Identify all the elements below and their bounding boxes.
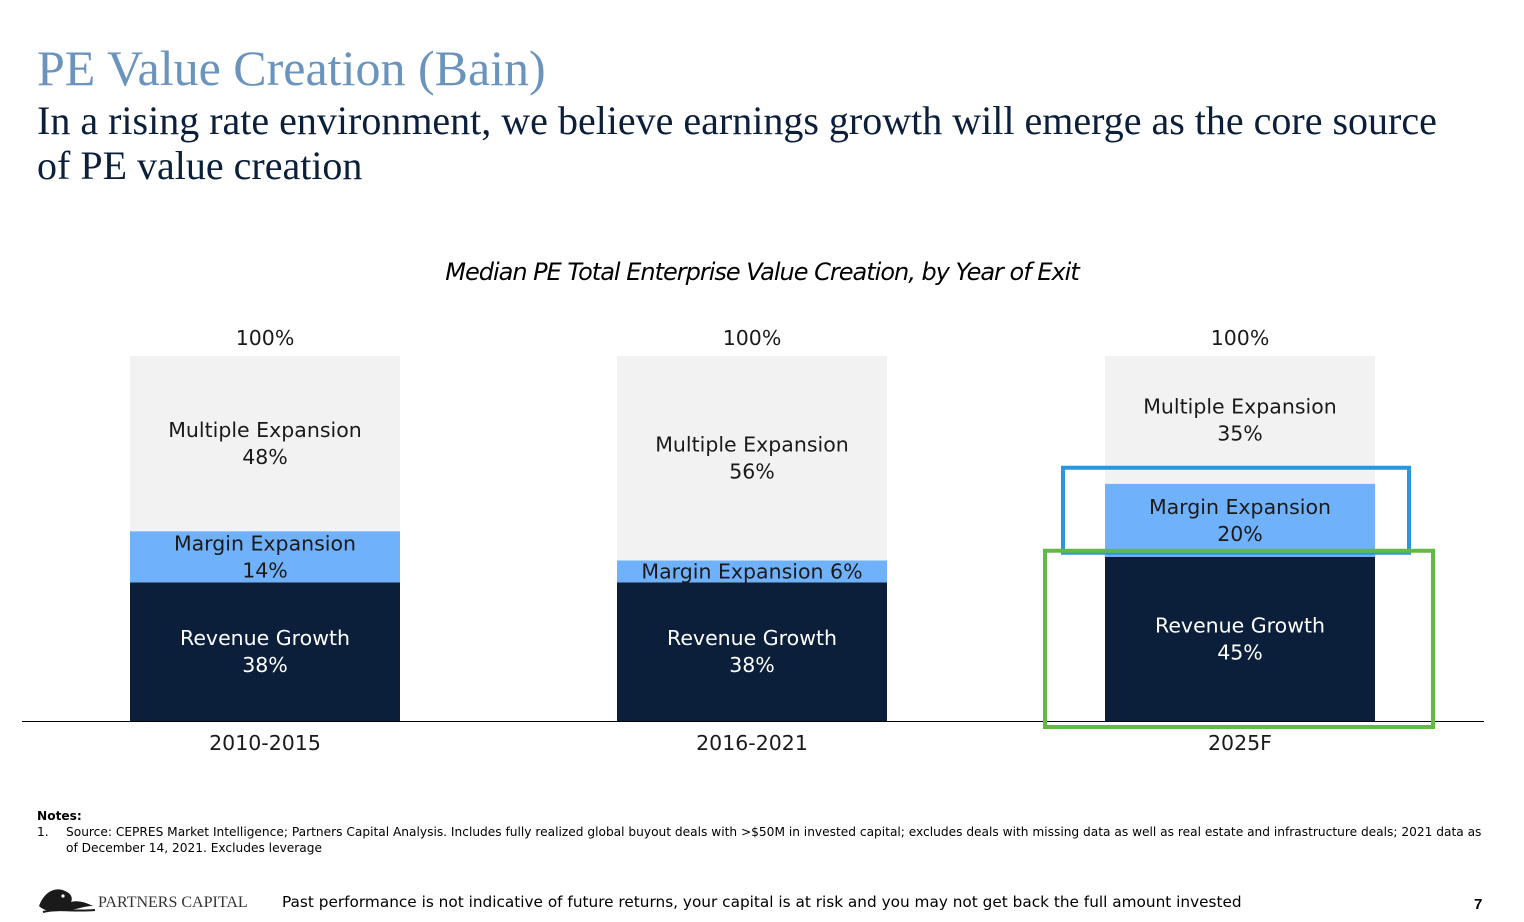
total-label: 100% [723, 326, 782, 350]
logo-text: PARTNERS CAPITAL [98, 894, 248, 911]
data-label: Revenue Growth 38% [667, 626, 837, 677]
disclaimer: Past performance is not indicative of fu… [282, 893, 1242, 911]
bar-segment-margin-expansion [1105, 483, 1375, 557]
notes: Notes: 1. Source: CEPRES Market Intellig… [37, 808, 1487, 856]
data-label: Margin Expansion 14% [174, 531, 356, 582]
bar-segment-revenue-growth [1105, 556, 1375, 721]
x-tick-label: 2016-2021 [696, 731, 808, 755]
data-label: Multiple Expansion 56% [655, 433, 849, 484]
data-label: Revenue Growth 45% [1155, 613, 1325, 664]
note-item: 1. Source: CEPRES Market Intelligence; P… [37, 824, 1487, 856]
partners-capital-logo: PARTNERS CAPITAL [37, 882, 248, 916]
chart-title: Median PE Total Enterprise Value Creatio… [445, 258, 1080, 286]
data-label: Multiple Expansion 35% [1143, 394, 1337, 445]
bar-segment-revenue-growth [617, 582, 887, 721]
data-label: Margin Expansion 6% [641, 559, 862, 583]
data-label: Multiple Expansion 48% [168, 418, 362, 469]
note-number: 1. [37, 825, 49, 839]
page-title: PE Value Creation (Bain) [37, 40, 546, 96]
data-label: Margin Expansion 20% [1149, 495, 1331, 546]
otter-logo-icon [39, 889, 96, 913]
bar-segment-margin-expansion [130, 531, 400, 583]
bar-segment-multiple-expansion [1105, 356, 1375, 484]
total-label: 100% [1211, 326, 1270, 350]
note-text: Source: CEPRES Market Intelligence; Part… [66, 825, 1482, 855]
highlight-box-revenue-growth [1043, 548, 1435, 729]
bar-segment-multiple-expansion [130, 356, 400, 532]
stacked-bar-chart: Revenue Growth 38% Margin Expansion 14% Mult… [22, 326, 1484, 755]
data-label: Revenue Growth 38% [180, 626, 350, 677]
x-tick-label: 2025F [1208, 731, 1272, 755]
notes-heading: Notes: [37, 809, 82, 823]
total-label: 100% [236, 326, 295, 350]
bar-segment-margin-expansion [617, 560, 887, 583]
bar-segment-multiple-expansion [617, 356, 887, 561]
page-subtitle: In a rising rate environment, we believe… [37, 98, 1437, 188]
x-tick-label: 2010-2015 [209, 731, 321, 755]
bar-segment-revenue-growth [130, 582, 400, 721]
page-number: 7 [1474, 896, 1483, 913]
